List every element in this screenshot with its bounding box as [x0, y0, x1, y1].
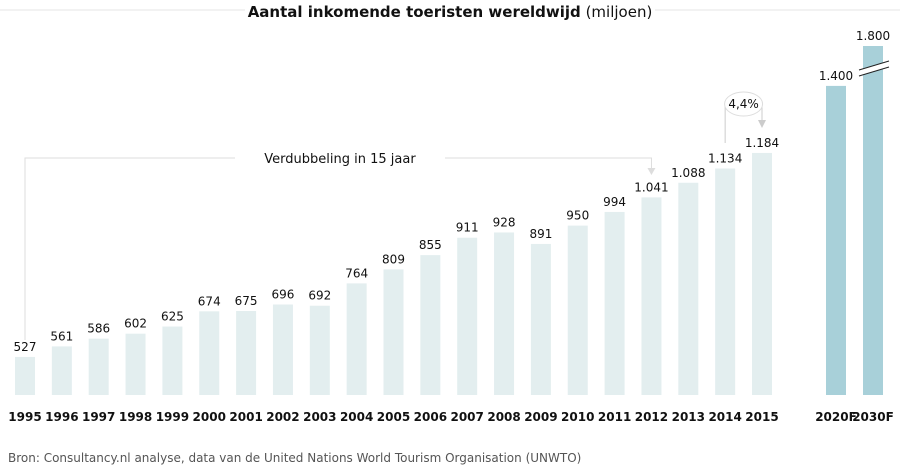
bar-2006 [420, 255, 441, 395]
arrow-head-icon [647, 168, 656, 175]
bar-2003 [309, 305, 330, 395]
value-label-2010: 950 [566, 209, 589, 223]
tick-label-2015: 2015 [745, 410, 778, 424]
tick-label-1996: 1996 [45, 410, 78, 424]
value-label-2005: 809 [382, 252, 405, 266]
tick-label-2030F: 2030F [852, 410, 894, 424]
value-label-2020F: 1.400 [819, 69, 853, 83]
doubling-annotation: Verdubbeling in 15 jaar [264, 152, 416, 167]
tick-label-2008: 2008 [487, 410, 520, 424]
tick-label-2005: 2005 [377, 410, 410, 424]
value-label-2001: 675 [235, 294, 258, 308]
value-label-2002: 696 [271, 287, 294, 301]
value-label-2004: 764 [345, 266, 368, 280]
tick-label-2009: 2009 [524, 410, 557, 424]
tick-label-2004: 2004 [340, 410, 373, 424]
bar-1998 [125, 333, 146, 395]
tick-label-2013: 2013 [672, 410, 705, 424]
source-note: Bron: Consultancy.nl analyse, data van d… [8, 451, 581, 465]
value-label-2030F: 1.800 [856, 29, 890, 43]
tick-label-2012: 2012 [635, 410, 668, 424]
growth-bubble [724, 91, 764, 117]
value-label-1996: 561 [50, 329, 73, 343]
value-label-1997: 586 [87, 322, 110, 336]
bar-2020F [826, 85, 846, 396]
tick-label-2003: 2003 [303, 410, 336, 424]
value-label-1998: 602 [124, 317, 147, 331]
tick-label-1995: 1995 [8, 410, 41, 424]
bar-2008 [494, 232, 515, 395]
bar-2011 [604, 211, 625, 395]
bar-2001 [236, 311, 257, 395]
tick-label-2001: 2001 [229, 410, 262, 424]
bar-2012 [641, 197, 662, 395]
tick-label-2014: 2014 [708, 410, 741, 424]
tick-label-2000: 2000 [193, 410, 226, 424]
bar-1996 [51, 346, 72, 395]
tick-label-2010: 2010 [561, 410, 594, 424]
bar-2013 [678, 182, 699, 395]
value-label-2014: 1.134 [708, 151, 742, 165]
value-label-1995: 527 [14, 340, 37, 354]
bar-2015 [752, 152, 772, 395]
tick-label-1999: 1999 [156, 410, 189, 424]
tick-label-1998: 1998 [119, 410, 152, 424]
value-label-1999: 625 [161, 310, 184, 324]
bar-2005 [383, 269, 404, 395]
bar-2010 [567, 225, 588, 395]
tick-label-2020F: 2020F [815, 410, 857, 424]
axis-break-line [858, 66, 890, 77]
value-label-2000: 674 [198, 294, 221, 308]
growth-annotation: 4,4% [728, 97, 759, 111]
tick-label-2006: 2006 [414, 410, 447, 424]
bar-1999 [162, 326, 183, 395]
bar-2004 [346, 283, 367, 395]
value-label-2011: 994 [603, 195, 626, 209]
value-label-2006: 855 [419, 238, 442, 252]
bar-2009 [530, 243, 551, 395]
bar-2000 [199, 311, 220, 395]
value-label-2015: 1.184 [745, 136, 779, 150]
tick-label-2011: 2011 [598, 410, 631, 424]
value-label-2008: 928 [493, 215, 516, 229]
bar-1997 [88, 338, 109, 395]
bar-1995 [15, 356, 35, 395]
value-label-2007: 911 [456, 221, 479, 235]
axis-break-mask [858, 61, 890, 76]
value-label-2013: 1.088 [671, 166, 705, 180]
bar-2014 [715, 168, 736, 395]
bar-2030F [863, 46, 883, 395]
value-label-2009: 891 [529, 227, 552, 241]
value-label-2012: 1.041 [634, 180, 668, 194]
tick-label-1997: 1997 [82, 410, 115, 424]
tick-label-2002: 2002 [266, 410, 299, 424]
bar-2007 [457, 237, 478, 395]
axis-break-line [858, 60, 890, 71]
doubling-bracket [24, 157, 652, 340]
bar-2002 [272, 304, 293, 395]
value-label-2003: 692 [308, 289, 331, 303]
chart-title: Aantal inkomende toeristen wereldwijd (m… [248, 3, 653, 21]
tick-label-2007: 2007 [450, 410, 483, 424]
arrow-head-icon [758, 120, 766, 128]
